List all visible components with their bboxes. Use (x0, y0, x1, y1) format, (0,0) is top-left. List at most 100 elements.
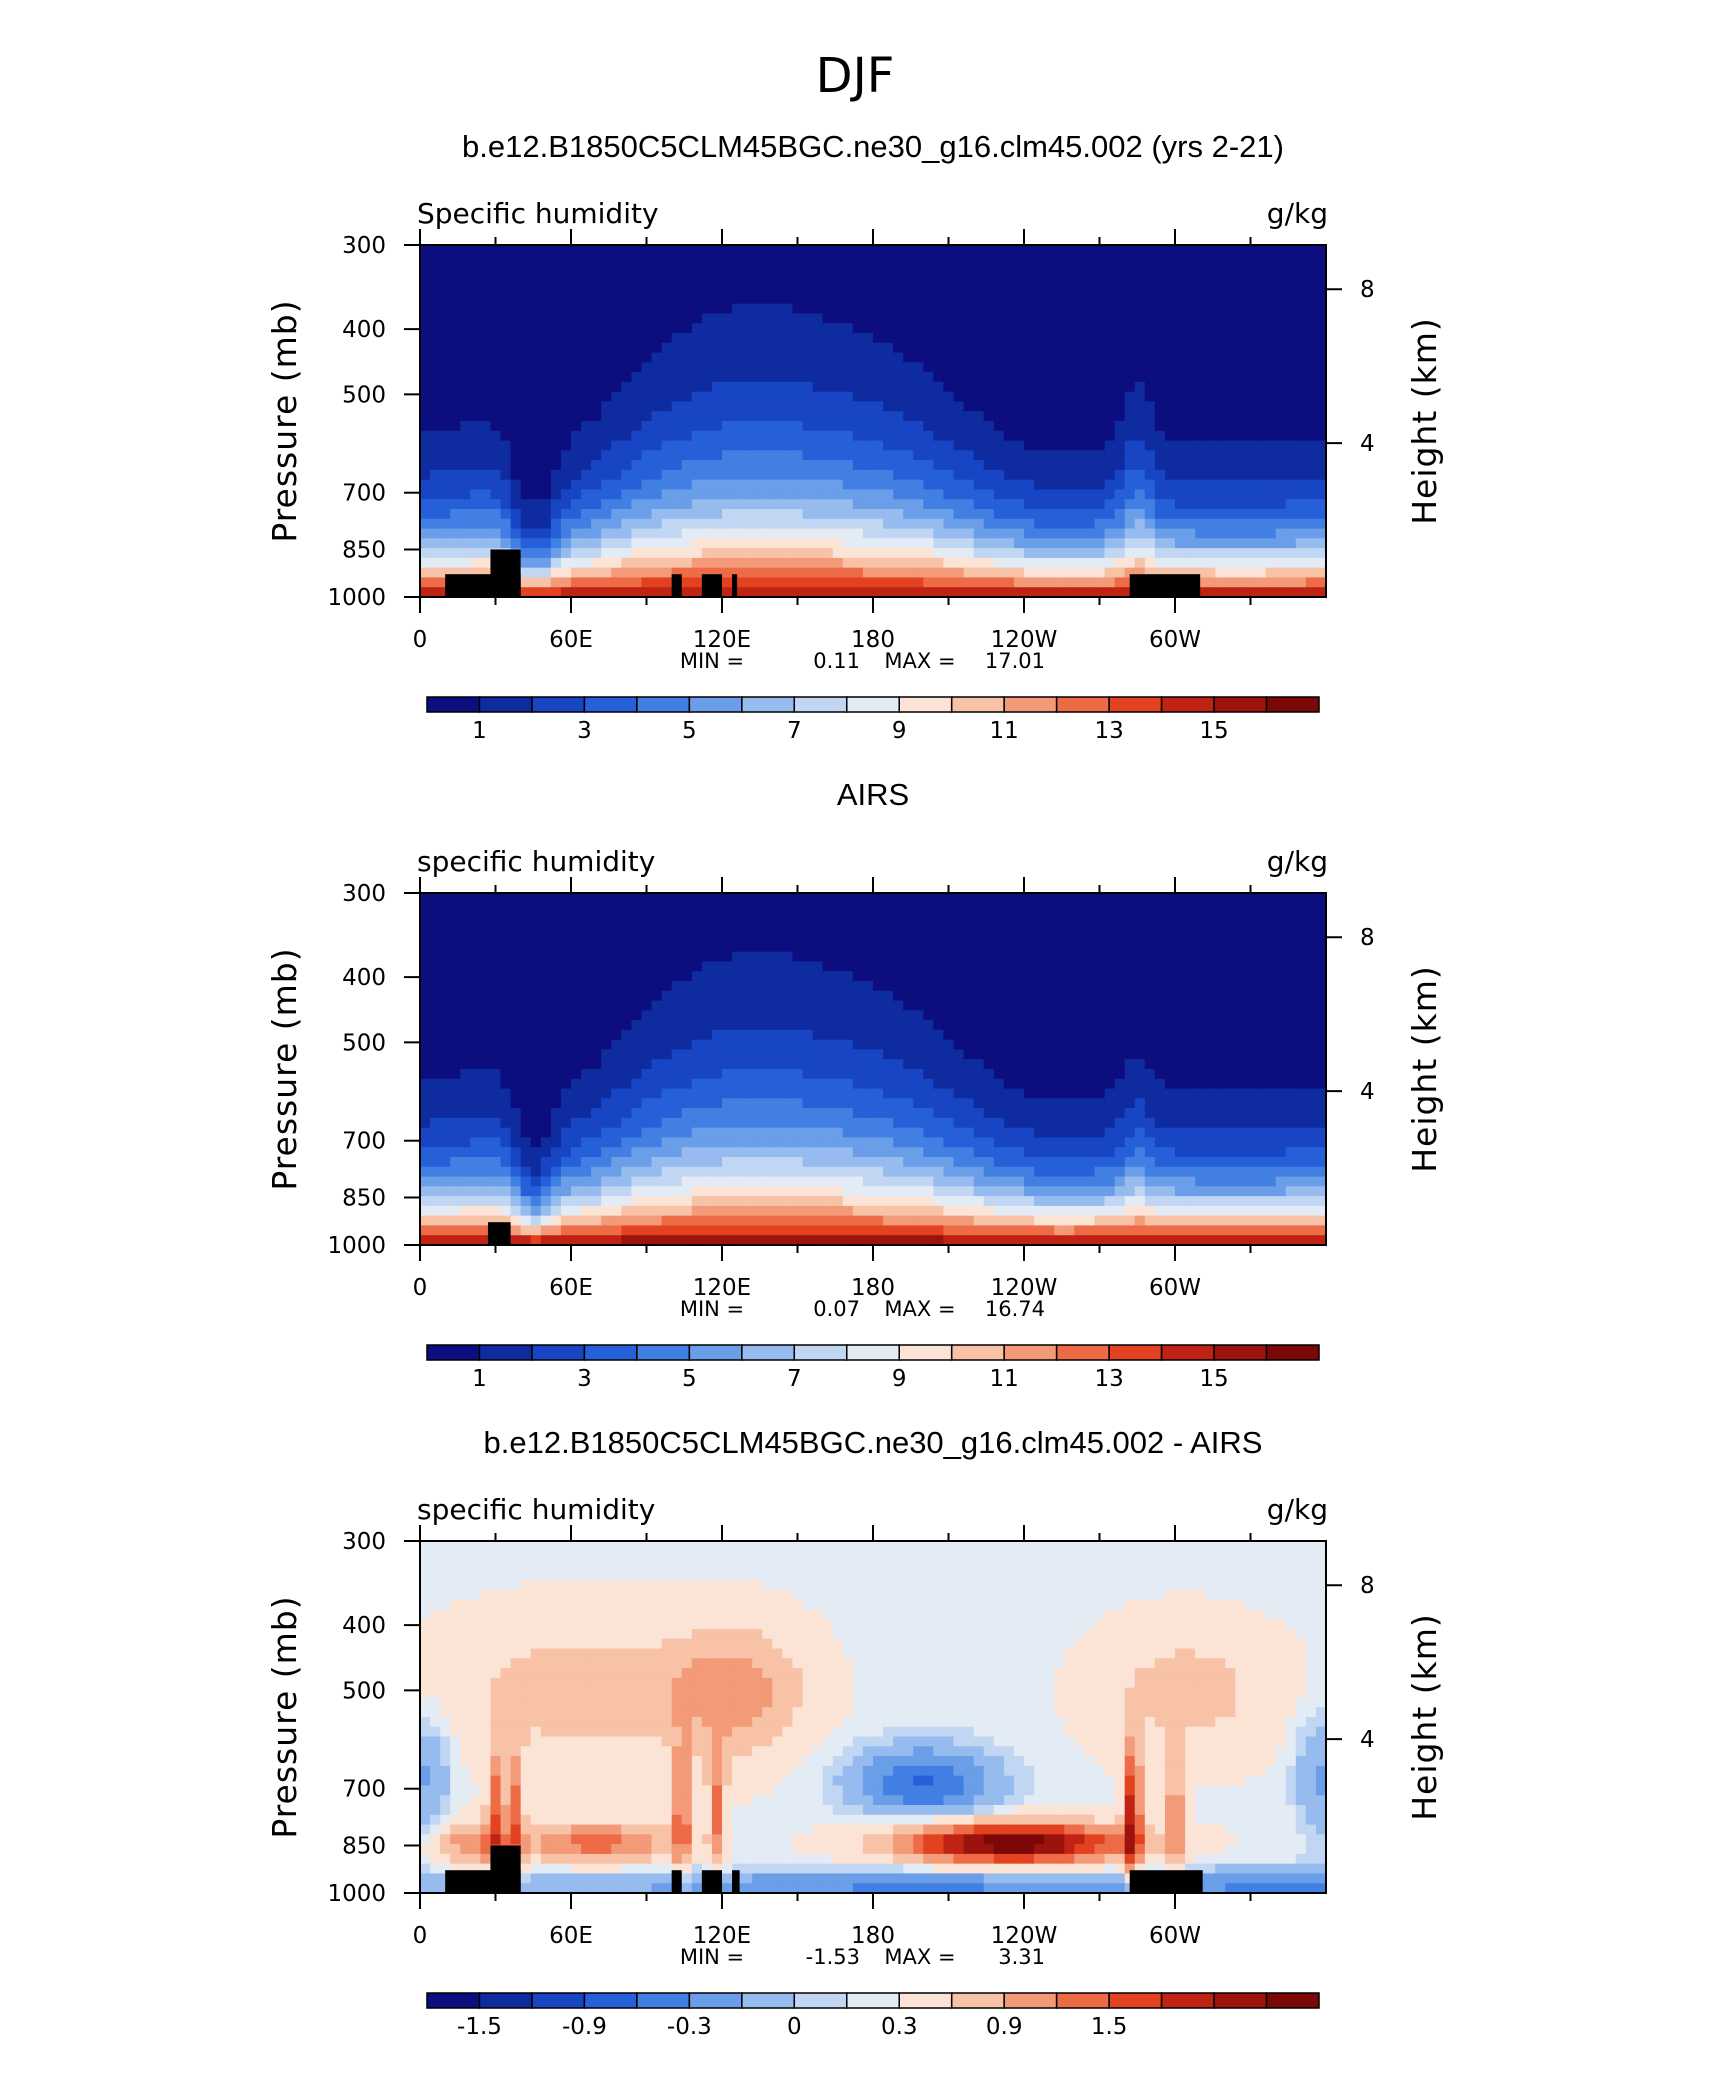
heatmap-cell (1306, 548, 1317, 558)
heatmap-cell (1044, 392, 1055, 402)
heatmap-cell (803, 274, 814, 284)
heatmap-cell (873, 245, 884, 255)
heatmap-cell (541, 441, 552, 451)
heatmap-cell (863, 499, 874, 509)
heatmap-cell (1064, 343, 1075, 353)
heatmap-cell (652, 952, 663, 962)
heatmap-cell (974, 392, 985, 402)
heatmap-cell (1094, 538, 1105, 548)
heatmap-cell (1094, 304, 1105, 314)
colorbar-label: 11 (990, 718, 1019, 744)
heatmap-cell (521, 382, 532, 392)
heatmap-cell (722, 1049, 733, 1059)
heatmap-cell (1105, 529, 1116, 539)
heatmap-cell (984, 255, 995, 265)
heatmap-cell (1185, 1010, 1196, 1020)
heatmap-cell (702, 294, 713, 304)
heatmap-cell (863, 333, 874, 343)
colorbar-label: 7 (787, 718, 802, 744)
heatmap-cell (863, 480, 874, 490)
heatmap-cell (611, 499, 622, 509)
heatmap-cell (551, 382, 562, 392)
heatmap-cell (1245, 509, 1256, 519)
heatmap-cell (1074, 568, 1085, 578)
heatmap-cell (1286, 558, 1297, 568)
heatmap-cell (1024, 981, 1035, 991)
heatmap-cell (792, 509, 803, 519)
heatmap-cell (863, 294, 874, 304)
heatmap-cell (1135, 913, 1146, 923)
heatmap-cell (1235, 411, 1246, 421)
heatmap-cell (893, 304, 904, 314)
heatmap-cell (1276, 343, 1287, 353)
heatmap-cell (470, 294, 481, 304)
heatmap-cell (732, 343, 743, 353)
heatmap-cell (672, 460, 683, 470)
heatmap-cell (1034, 971, 1045, 981)
heatmap-cell (984, 568, 995, 578)
heatmap-cell (450, 932, 461, 942)
heatmap-cell (883, 480, 894, 490)
heatmap-cell (591, 265, 602, 275)
heatmap-cell (1105, 1030, 1116, 1040)
heatmap-cell (1125, 971, 1136, 981)
heatmap-cell (1316, 952, 1327, 962)
heatmap-cell (581, 538, 592, 548)
heatmap-cell (1165, 1059, 1176, 1069)
heatmap-cell (843, 1040, 854, 1050)
heatmap-cell (722, 450, 733, 460)
heatmap-cell (571, 382, 582, 392)
heatmap-cell (994, 421, 1005, 431)
heatmap-cell (1115, 893, 1126, 903)
heatmap-cell (843, 372, 854, 382)
heatmap-cell (581, 294, 592, 304)
heatmap-cell (541, 372, 552, 382)
heatmap-cell (672, 450, 683, 460)
heatmap-cell (501, 304, 512, 314)
heatmap-cell (571, 529, 582, 539)
heatmap-cell (702, 893, 713, 903)
heatmap-cell (551, 548, 562, 558)
heatmap-cell (571, 1059, 582, 1069)
heatmap-cell (1024, 362, 1035, 372)
heatmap-cell (1276, 255, 1287, 265)
heatmap-cell (601, 441, 612, 451)
heatmap-cell (903, 1010, 914, 1020)
heatmap-cell (470, 893, 481, 903)
heatmap-cell (480, 480, 491, 490)
heatmap-cell (732, 323, 743, 333)
heatmap-cell (1175, 431, 1186, 441)
heatmap-cell (1205, 411, 1216, 421)
heatmap-cell (1235, 981, 1246, 991)
heatmap-cell (1054, 942, 1065, 952)
heatmap-cell (823, 421, 834, 431)
heatmap-cell (501, 274, 512, 284)
heatmap-cell (652, 353, 663, 363)
heatmap-cell (994, 304, 1005, 314)
heatmap-cell (561, 913, 572, 923)
heatmap-cell (480, 558, 491, 568)
heatmap-cell (1256, 372, 1267, 382)
heatmap-cell (762, 304, 773, 314)
heatmap-cell (1145, 431, 1156, 441)
heatmap-cell (863, 1001, 874, 1011)
heatmap-cell (1306, 509, 1317, 519)
heatmap-cell (792, 489, 803, 499)
heatmap-cell (511, 372, 522, 382)
heatmap-cell (863, 961, 874, 971)
heatmap-cell (1115, 961, 1126, 971)
heatmap-cell (1256, 343, 1267, 353)
heatmap-cell (1306, 1030, 1317, 1040)
heatmap-cell (913, 392, 924, 402)
heatmap-cell (480, 245, 491, 255)
heatmap-cell (1014, 893, 1025, 903)
heatmap-cell (1215, 922, 1226, 932)
heatmap-cell (470, 460, 481, 470)
heatmap-cell (1145, 971, 1156, 981)
heatmap-cell (1306, 480, 1317, 490)
heatmap-cell (964, 952, 975, 962)
heatmap-cell (1215, 392, 1226, 402)
heatmap-cell (1195, 274, 1206, 284)
heatmap-cell (903, 411, 914, 421)
heatmap-cell (833, 431, 844, 441)
